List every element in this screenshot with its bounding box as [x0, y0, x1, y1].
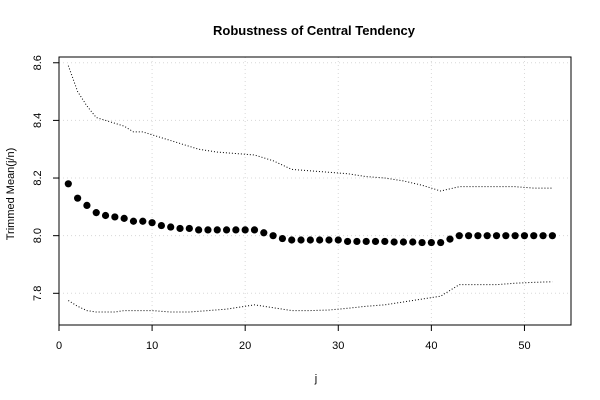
trimmed-mean-point — [120, 214, 128, 222]
trimmed-mean-point — [465, 232, 473, 240]
trimmed-mean-point — [316, 236, 324, 244]
trimmed-mean-point — [306, 236, 314, 244]
trimmed-mean-point — [92, 209, 100, 217]
trimmed-mean-point — [474, 232, 482, 240]
y-tick-label: 8.0 — [32, 228, 44, 243]
trimmed-mean-point — [83, 201, 91, 210]
trimmed-mean-point — [334, 236, 342, 244]
y-tick-label: 8.4 — [32, 113, 44, 128]
trimmed-mean-point — [64, 180, 72, 188]
trimmed-mean-point — [446, 235, 454, 243]
trimmed-mean-point — [111, 213, 119, 221]
x-tick-label: 0 — [56, 340, 62, 352]
trimmed-mean-point — [390, 238, 398, 246]
trimmed-mean-point — [437, 238, 445, 247]
trimmed-mean-point — [288, 236, 296, 244]
trimmed-mean-point — [343, 237, 352, 246]
x-tick-label: 50 — [518, 340, 530, 352]
trimmed-mean-point — [241, 226, 249, 234]
trimmed-mean-point — [204, 226, 212, 234]
trimmed-mean-point — [74, 194, 82, 202]
trimmed-mean-point — [371, 237, 380, 246]
trimmed-mean-point — [483, 232, 491, 240]
trimmed-mean-point — [455, 232, 463, 240]
trimmed-mean-point — [399, 238, 408, 246]
trimmed-mean-point — [409, 238, 417, 246]
x-tick-label: 40 — [425, 340, 437, 352]
y-tick-label: 8.2 — [32, 170, 44, 185]
trimmed-mean-point — [232, 226, 240, 234]
trimmed-mean-point — [381, 237, 389, 246]
x-tick-label: 20 — [239, 340, 251, 352]
trimmed-mean-point — [297, 236, 305, 244]
y-axis-label: Trimmed Mean(j/n) — [5, 148, 17, 241]
upper-bound-line — [67, 65, 553, 192]
x-tick-label: 30 — [332, 340, 344, 352]
trimmed-mean-point — [195, 226, 203, 234]
y-tick-label: 8.6 — [32, 55, 44, 70]
trimmed-mean-point — [176, 224, 184, 233]
trimmed-mean-point — [269, 232, 277, 240]
trimmed-mean-point — [353, 237, 361, 246]
trimmed-mean-point — [418, 238, 426, 247]
trimmed-mean-point — [213, 226, 221, 234]
trimmed-mean-point — [539, 232, 547, 240]
trimmed-mean-point — [530, 232, 538, 240]
trimmed-mean-point — [250, 226, 259, 234]
trimmed-mean-points — [64, 180, 556, 247]
trimmed-mean-point — [520, 232, 529, 240]
trimmed-mean-point — [548, 232, 556, 240]
trimmed-mean-point — [502, 232, 510, 240]
trimmed-mean-point — [362, 237, 370, 246]
trimmed-mean-point — [185, 224, 193, 233]
trimmed-mean-point — [157, 221, 165, 230]
trimmed-mean-point — [492, 232, 501, 240]
trimmed-mean-point — [260, 229, 268, 237]
grid-lines — [58, 57, 571, 325]
axes: 0 10 20 30 40 50 7.8 8.0 8.2 8.4 8.6 — [32, 55, 531, 352]
trimmed-mean-point — [278, 234, 287, 243]
x-tick-label: 10 — [146, 340, 158, 352]
trimmed-mean-point — [167, 223, 175, 231]
chart-title: Robustness of Central Tendency — [213, 23, 416, 38]
trimmed-mean-point — [101, 211, 110, 220]
trimmed-mean-point — [222, 226, 231, 234]
trimmed-mean-point — [511, 232, 519, 240]
trimmed-mean-point — [129, 217, 138, 225]
trimmed-mean-point — [139, 217, 147, 225]
y-tick-label: 7.8 — [32, 286, 44, 301]
trimmed-mean-point — [325, 236, 333, 244]
lower-bound-line — [68, 281, 553, 313]
trimmed-mean-point — [427, 238, 435, 247]
trimmed-mean-point — [148, 219, 156, 227]
confidence-bands — [67, 65, 553, 313]
x-axis-label: j — [314, 373, 317, 385]
plot-frame — [58, 56, 572, 326]
